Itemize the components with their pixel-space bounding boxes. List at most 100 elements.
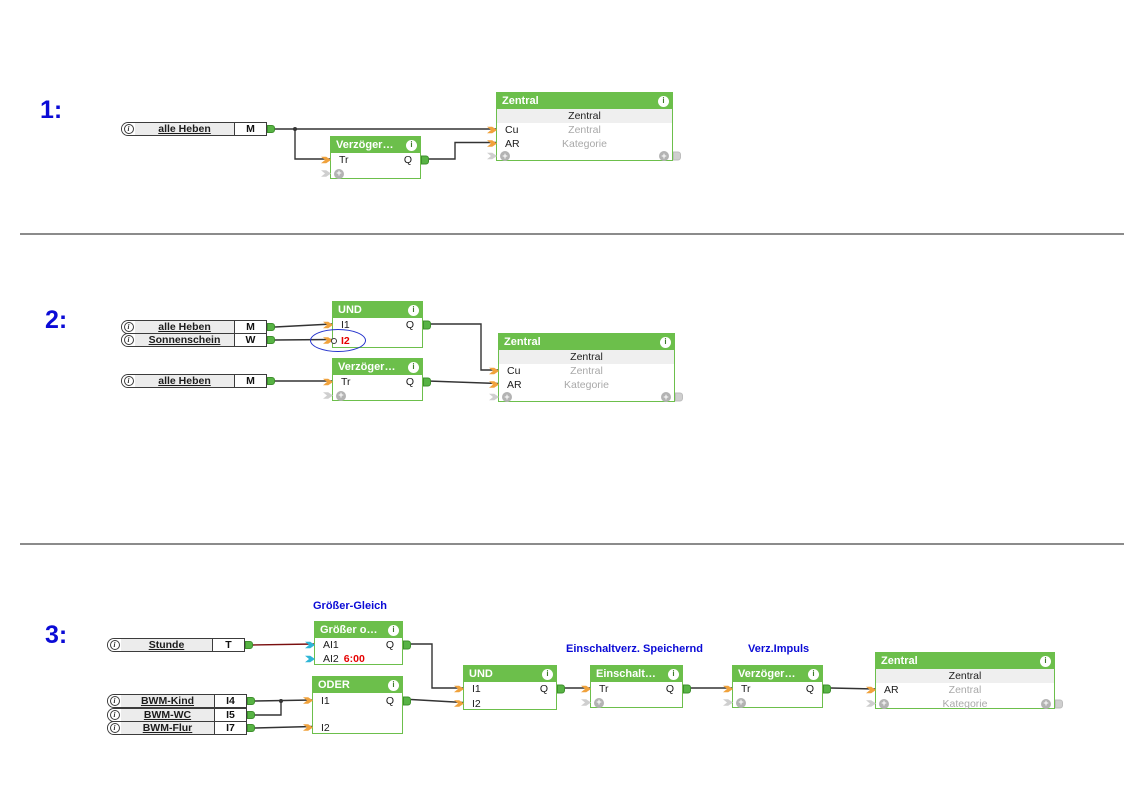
input-connector[interactable] bbox=[303, 724, 313, 731]
input-connector[interactable] bbox=[489, 367, 499, 375]
input-pill[interactable]: i alle Heben M bbox=[121, 320, 275, 334]
info-icon[interactable]: i bbox=[658, 95, 669, 107]
collapsed-input-connector[interactable] bbox=[323, 392, 333, 399]
input-pill[interactable]: i BWM-Flur I7 bbox=[107, 721, 255, 735]
output-nub[interactable] bbox=[247, 724, 255, 732]
info-icon[interactable]: i bbox=[408, 361, 419, 373]
block-row: Tr Q bbox=[321, 153, 429, 167]
output-connector[interactable] bbox=[683, 684, 691, 694]
output-connector[interactable] bbox=[823, 684, 831, 694]
input-connector[interactable] bbox=[454, 700, 464, 707]
expand-plus-button[interactable]: + bbox=[879, 698, 889, 709]
output-nub[interactable] bbox=[247, 697, 255, 705]
block-header: UND i bbox=[464, 666, 556, 682]
info-icon[interactable]: i bbox=[808, 668, 819, 680]
output-nub[interactable] bbox=[245, 641, 253, 649]
output-nub[interactable] bbox=[247, 711, 255, 719]
function-block[interactable]: Zentral i Zentral Zentral Cu Kategorie AR + + bbox=[489, 333, 683, 402]
info-icon[interactable]: i bbox=[1040, 655, 1051, 667]
function-block[interactable]: UND i I1 Q I2 bbox=[454, 665, 565, 710]
wire[interactable] bbox=[410, 698, 464, 704]
function-block[interactable]: Einschalt… i Tr Q + bbox=[581, 665, 691, 708]
input-connector[interactable] bbox=[305, 641, 315, 649]
collapsed-input-connector[interactable] bbox=[321, 170, 331, 177]
expand-plus-button[interactable]: + bbox=[736, 697, 746, 708]
input-pill[interactable]: i BWM-Kind I4 bbox=[107, 694, 255, 708]
wire[interactable] bbox=[411, 643, 463, 689]
function-block[interactable]: Zentral i Zentral Zentral AR + + Kategorie bbox=[866, 652, 1063, 710]
expand-plus-button[interactable]: + bbox=[334, 168, 344, 179]
input-connector[interactable] bbox=[323, 378, 333, 386]
collapsed-input-connector[interactable] bbox=[487, 152, 497, 160]
input-pill[interactable]: i BWM-WC I5 bbox=[107, 708, 255, 722]
wire[interactable] bbox=[830, 687, 876, 690]
wire[interactable] bbox=[428, 141, 496, 160]
collapsed-input-connector[interactable] bbox=[581, 699, 591, 706]
wire[interactable] bbox=[274, 323, 333, 328]
output-connector[interactable] bbox=[423, 320, 431, 330]
function-block[interactable]: Zentral i Zentral Zentral Cu Kategorie AR + + bbox=[487, 92, 681, 161]
input-connector[interactable] bbox=[487, 126, 497, 134]
input-connector[interactable] bbox=[581, 685, 591, 693]
info-icon[interactable]: i bbox=[406, 139, 417, 151]
info-icon[interactable]: i bbox=[388, 679, 399, 691]
input-connector[interactable] bbox=[866, 686, 876, 694]
info-icon[interactable]: i bbox=[542, 668, 553, 680]
expand-plus-button[interactable]: + bbox=[1041, 698, 1051, 709]
input-connector[interactable] bbox=[305, 655, 315, 663]
input-connector[interactable] bbox=[321, 156, 331, 164]
output-nub[interactable] bbox=[267, 377, 275, 385]
wire[interactable] bbox=[294, 129, 330, 160]
output-connector[interactable] bbox=[421, 155, 429, 165]
wire[interactable] bbox=[252, 643, 315, 646]
expand-plus-button[interactable]: + bbox=[661, 392, 671, 402]
output-nub[interactable] bbox=[267, 125, 275, 133]
output-connector[interactable] bbox=[403, 696, 411, 705]
expand-plus-button[interactable]: + bbox=[502, 392, 512, 402]
collapsed-input-connector[interactable] bbox=[489, 393, 499, 401]
info-icon[interactable]: i bbox=[668, 668, 679, 680]
collapsed-input-connector[interactable] bbox=[866, 700, 876, 707]
pill-name: BWM-WC bbox=[121, 709, 214, 721]
input-connector[interactable] bbox=[323, 321, 333, 329]
output-connector[interactable] bbox=[557, 684, 565, 694]
function-block[interactable]: Verzöger… i Tr Q + bbox=[723, 665, 831, 708]
output-nub[interactable] bbox=[267, 323, 275, 331]
wire[interactable] bbox=[427, 380, 499, 385]
input-connector[interactable] bbox=[454, 685, 464, 693]
collapsed-input-connector[interactable] bbox=[723, 699, 733, 706]
function-block[interactable]: ODER i I1 Q I2 bbox=[303, 676, 411, 734]
info-icon[interactable]: i bbox=[408, 304, 419, 316]
input-connector[interactable] bbox=[487, 140, 497, 147]
pill-cap: i bbox=[108, 709, 121, 721]
input-connector[interactable] bbox=[489, 381, 499, 388]
wire[interactable] bbox=[255, 701, 282, 716]
output-nub[interactable] bbox=[267, 336, 275, 344]
input-pill[interactable]: i Stunde T bbox=[107, 638, 253, 652]
wire[interactable] bbox=[254, 725, 313, 729]
info-icon[interactable]: i bbox=[660, 336, 671, 348]
input-connector[interactable] bbox=[303, 697, 313, 704]
output-connector[interactable] bbox=[423, 377, 431, 387]
input-pill[interactable]: i alle Heben M bbox=[121, 122, 275, 136]
output-connector[interactable] bbox=[403, 640, 411, 650]
function-block[interactable]: Größer o… i AI1 Q AI2 6:00 bbox=[305, 621, 411, 665]
expand-plus-button[interactable]: + bbox=[594, 697, 604, 708]
expand-plus-button[interactable]: + bbox=[659, 151, 669, 161]
info-icon[interactable]: i bbox=[388, 624, 399, 636]
function-block[interactable]: Verzöger… i Tr Q + bbox=[323, 358, 431, 401]
pill-cap: i bbox=[122, 321, 135, 333]
input-port-label: AI1 bbox=[323, 639, 339, 651]
collapsed-output-connector[interactable] bbox=[673, 151, 681, 161]
expand-plus-button[interactable]: + bbox=[500, 151, 510, 161]
input-pill[interactable]: i alle Heben M bbox=[121, 374, 275, 388]
collapsed-output-connector[interactable] bbox=[675, 392, 683, 402]
function-block[interactable]: Verzöger… i Tr Q + bbox=[321, 136, 429, 179]
input-pill[interactable]: i Sonnenschein W bbox=[121, 333, 275, 347]
expand-plus-button[interactable]: + bbox=[336, 390, 346, 401]
collapsed-output-connector[interactable] bbox=[1055, 699, 1063, 708]
wire[interactable] bbox=[428, 323, 498, 371]
wire[interactable] bbox=[254, 699, 313, 702]
input-connector[interactable] bbox=[723, 685, 733, 693]
